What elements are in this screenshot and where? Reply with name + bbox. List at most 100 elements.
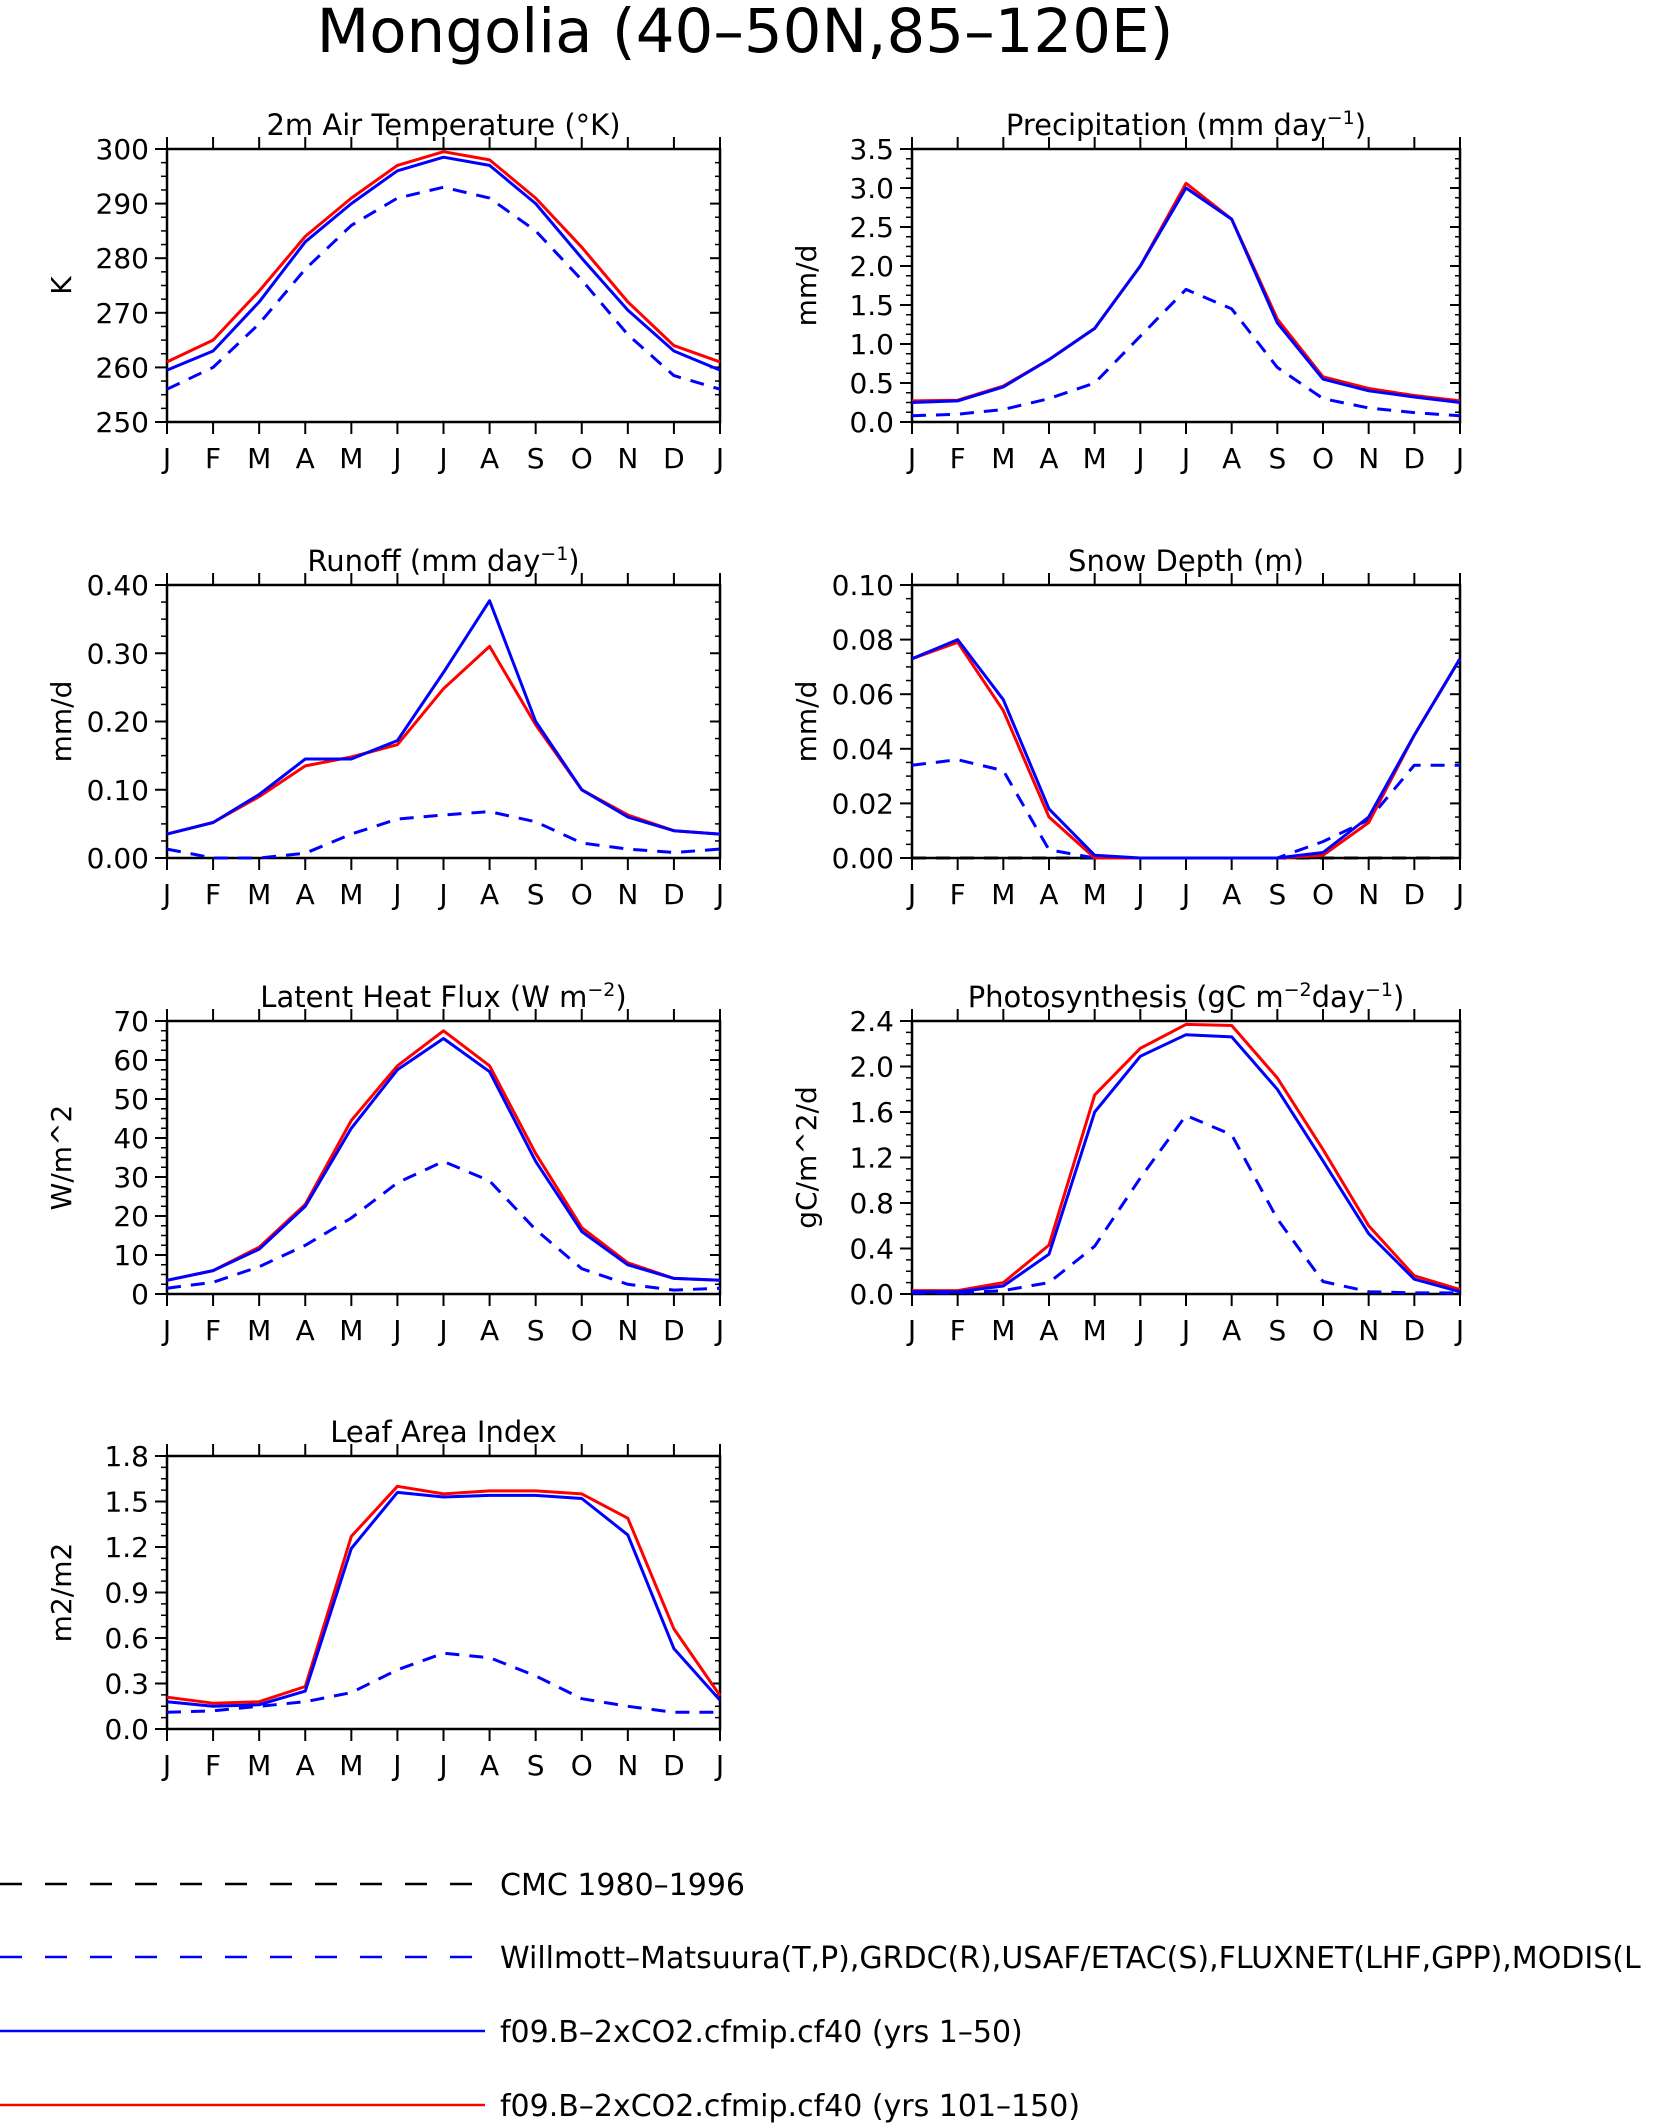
y-tick-label: 0.30 — [87, 637, 149, 670]
x-tick-label: M — [339, 1314, 363, 1347]
y-tick-label: 1.8 — [104, 1440, 149, 1473]
x-tick-label: J — [1134, 442, 1144, 475]
x-tick-label: M — [339, 878, 363, 911]
x-tick-label: J — [1134, 878, 1144, 911]
x-tick-label: D — [663, 1314, 685, 1347]
x-tick-label: N — [617, 442, 638, 475]
y-tick-label: 1.5 — [104, 1486, 149, 1519]
y-tick-label: 280 — [96, 242, 149, 275]
x-tick-label: J — [1180, 1314, 1190, 1347]
x-tick-label: A — [296, 878, 315, 911]
x-tick-label: J — [391, 1749, 401, 1782]
x-tick-label: D — [1404, 442, 1426, 475]
x-tick-label: A — [296, 1749, 315, 1782]
x-tick-label: A — [1222, 878, 1241, 911]
y-tick-label: 0 — [131, 1278, 149, 1311]
x-tick-label: M — [991, 1314, 1015, 1347]
x-tick-label: J — [161, 1314, 171, 1347]
y-tick-label: 20 — [113, 1200, 149, 1233]
x-tick-label: O — [571, 1314, 593, 1347]
title-text: Photosynthesis (gC m — [968, 980, 1284, 1014]
y-tick-label: 300 — [96, 133, 149, 166]
x-tick-label: F — [205, 1749, 221, 1782]
x-tick-label: N — [617, 1749, 638, 1782]
x-tick-label: O — [571, 442, 593, 475]
y-tick-label: 0.40 — [87, 569, 149, 602]
plot-frame — [165, 147, 722, 424]
legend-label-4: f09.B–2xCO2.cfmip.cf40 (yrs 101–150) — [500, 2089, 1080, 2123]
x-tick-label: S — [527, 1314, 545, 1347]
x-tick-label: N — [1358, 1314, 1379, 1347]
series-line-3 — [166, 155, 721, 372]
y-tick-label: 30 — [113, 1161, 149, 1194]
y-tick-label: 0.00 — [87, 842, 149, 875]
x-tick-label: M — [991, 878, 1015, 911]
y-axis-label: mm/d — [45, 681, 78, 763]
series-line-3 — [166, 599, 721, 836]
y-tick-label: 0.4 — [849, 1233, 894, 1266]
y-tick-label: 40 — [113, 1122, 149, 1155]
x-tick-label: J — [1180, 878, 1190, 911]
series-line-2 — [166, 644, 721, 836]
y-axis-label: K — [45, 276, 78, 295]
x-tick-label: J — [161, 442, 171, 475]
y-tick-label: 0.20 — [87, 706, 149, 739]
series-line-3 — [166, 1037, 721, 1282]
y-tick-label: 1.2 — [849, 1142, 894, 1175]
x-tick-label: J — [714, 442, 724, 475]
series-line-3 — [166, 1490, 722, 1708]
chart-panel-4: Snow Depth (m) 0.00 0.02 0.04 0.06 0.08 0.10 J F… — [790, 544, 1464, 911]
title-superscript: −2 — [1284, 979, 1312, 1001]
x-tick-label: M — [339, 442, 363, 475]
x-tick-label: J — [714, 1314, 724, 1347]
chart-title: Leaf Area Index — [330, 1415, 556, 1449]
x-tick-label: A — [480, 878, 499, 911]
title-text: Latent Heat Flux (W m — [260, 980, 587, 1014]
x-tick-label: J — [1454, 878, 1464, 911]
x-tick-label: M — [991, 442, 1015, 475]
x-tick-label: A — [1039, 442, 1058, 475]
title-superscript: −2 — [587, 979, 615, 1001]
x-tick-label: D — [663, 1749, 685, 1782]
chart-title: Latent Heat Flux (W m−2) — [260, 979, 626, 1014]
x-tick-label: F — [950, 442, 966, 475]
x-tick-label: S — [1268, 878, 1286, 911]
x-tick-label: D — [1404, 878, 1426, 911]
x-tick-label: A — [1039, 1314, 1058, 1347]
plot-frame — [910, 583, 1462, 860]
x-tick-label: J — [161, 878, 171, 911]
series-line-1 — [166, 1651, 720, 1714]
title-superscript: −1 — [540, 543, 568, 565]
x-tick-label: M — [1083, 442, 1107, 475]
y-tick-label: 2.0 — [849, 1051, 894, 1084]
series-line-2 — [166, 1029, 721, 1282]
y-tick-label: 290 — [96, 188, 149, 221]
series-line-2 — [166, 150, 721, 364]
title-superscript: −1 — [1365, 979, 1393, 1001]
x-tick-label: D — [663, 878, 685, 911]
y-tick-label: 0.06 — [832, 678, 894, 711]
y-tick-label: 0.5 — [849, 367, 894, 400]
series-line-2 — [911, 181, 1461, 403]
x-tick-label: J — [391, 878, 401, 911]
x-tick-label: M — [247, 878, 271, 911]
x-tick-label: A — [1039, 878, 1058, 911]
legend-label-2: Willmott–Matsuura(T,P),GRDC(R),USAF/ETAC… — [500, 1941, 1641, 1976]
x-tick-label: J — [391, 1314, 401, 1347]
y-tick-label: 1.5 — [849, 289, 894, 322]
x-tick-label: M — [1083, 1314, 1107, 1347]
chart-panel-3: Runoff (mm day−1)0.000.100.200.300.40J F M… — [45, 543, 724, 911]
y-tick-label: 0.3 — [104, 1668, 149, 1701]
x-tick-label: S — [1268, 1314, 1286, 1347]
y-tick-label: 50 — [113, 1083, 149, 1116]
chart-panel-6: Photosynthesis (gC m−2day−1) 0.0 0.4 0.8 1.2… — [790, 979, 1464, 1347]
y-tick-label: 3.5 — [849, 133, 894, 166]
x-tick-label: O — [1312, 1314, 1334, 1347]
x-tick-label: F — [205, 878, 221, 911]
x-tick-label: A — [296, 442, 315, 475]
chart-panel-5: Latent Heat Flux (W m−2) 0 10 20 30 40 50 60 70 J… — [45, 979, 724, 1347]
x-tick-label: F — [205, 1314, 221, 1347]
x-tick-label: N — [617, 878, 638, 911]
x-tick-label: J — [714, 1749, 724, 1782]
